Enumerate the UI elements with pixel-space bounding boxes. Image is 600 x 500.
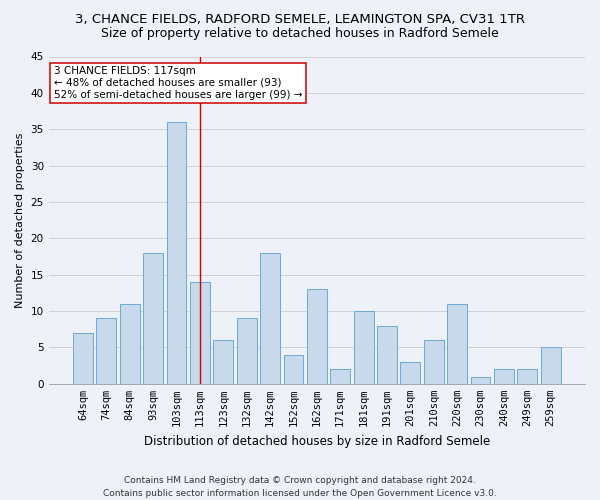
- Bar: [447, 304, 467, 384]
- Text: 3, CHANCE FIELDS, RADFORD SEMELE, LEAMINGTON SPA, CV31 1TR: 3, CHANCE FIELDS, RADFORD SEMELE, LEAMIN…: [75, 12, 525, 26]
- Bar: [214, 340, 233, 384]
- Bar: [97, 318, 116, 384]
- Bar: [284, 354, 304, 384]
- Bar: [400, 362, 421, 384]
- Y-axis label: Number of detached properties: Number of detached properties: [15, 132, 25, 308]
- Text: 3 CHANCE FIELDS: 117sqm
← 48% of detached houses are smaller (93)
52% of semi-de: 3 CHANCE FIELDS: 117sqm ← 48% of detache…: [54, 66, 302, 100]
- Bar: [167, 122, 187, 384]
- Bar: [190, 282, 210, 384]
- Bar: [73, 333, 93, 384]
- Text: Contains HM Land Registry data © Crown copyright and database right 2024.
Contai: Contains HM Land Registry data © Crown c…: [103, 476, 497, 498]
- Bar: [307, 290, 327, 384]
- Bar: [353, 311, 374, 384]
- Bar: [470, 376, 490, 384]
- Bar: [237, 318, 257, 384]
- X-axis label: Distribution of detached houses by size in Radford Semele: Distribution of detached houses by size …: [144, 434, 490, 448]
- Bar: [330, 370, 350, 384]
- Text: Size of property relative to detached houses in Radford Semele: Size of property relative to detached ho…: [101, 28, 499, 40]
- Bar: [424, 340, 443, 384]
- Bar: [143, 253, 163, 384]
- Bar: [260, 253, 280, 384]
- Bar: [541, 348, 560, 384]
- Bar: [377, 326, 397, 384]
- Bar: [120, 304, 140, 384]
- Bar: [494, 370, 514, 384]
- Bar: [517, 370, 537, 384]
